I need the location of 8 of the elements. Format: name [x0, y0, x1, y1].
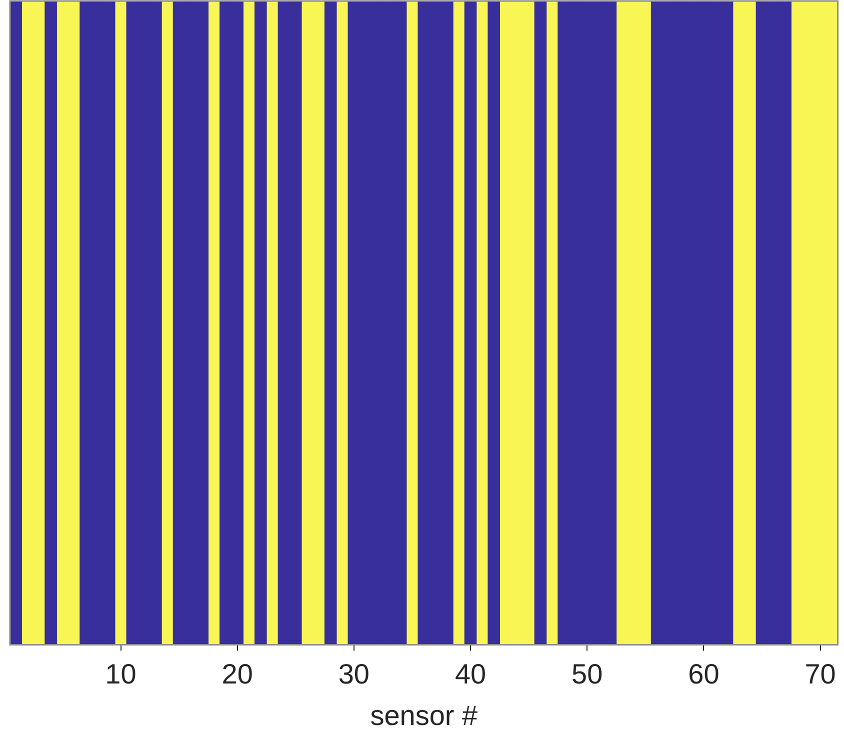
x-tick-label: 10	[105, 658, 136, 690]
x-tick-label: 40	[454, 658, 486, 690]
x-tick-label: 60	[688, 658, 720, 690]
x-tick-label: 70	[804, 658, 836, 690]
x-axis-title: sensor #	[370, 700, 478, 731]
x-tick-label: 30	[338, 658, 370, 690]
x-tick-label: 20	[222, 658, 253, 690]
x-tick-label: 50	[572, 658, 603, 690]
